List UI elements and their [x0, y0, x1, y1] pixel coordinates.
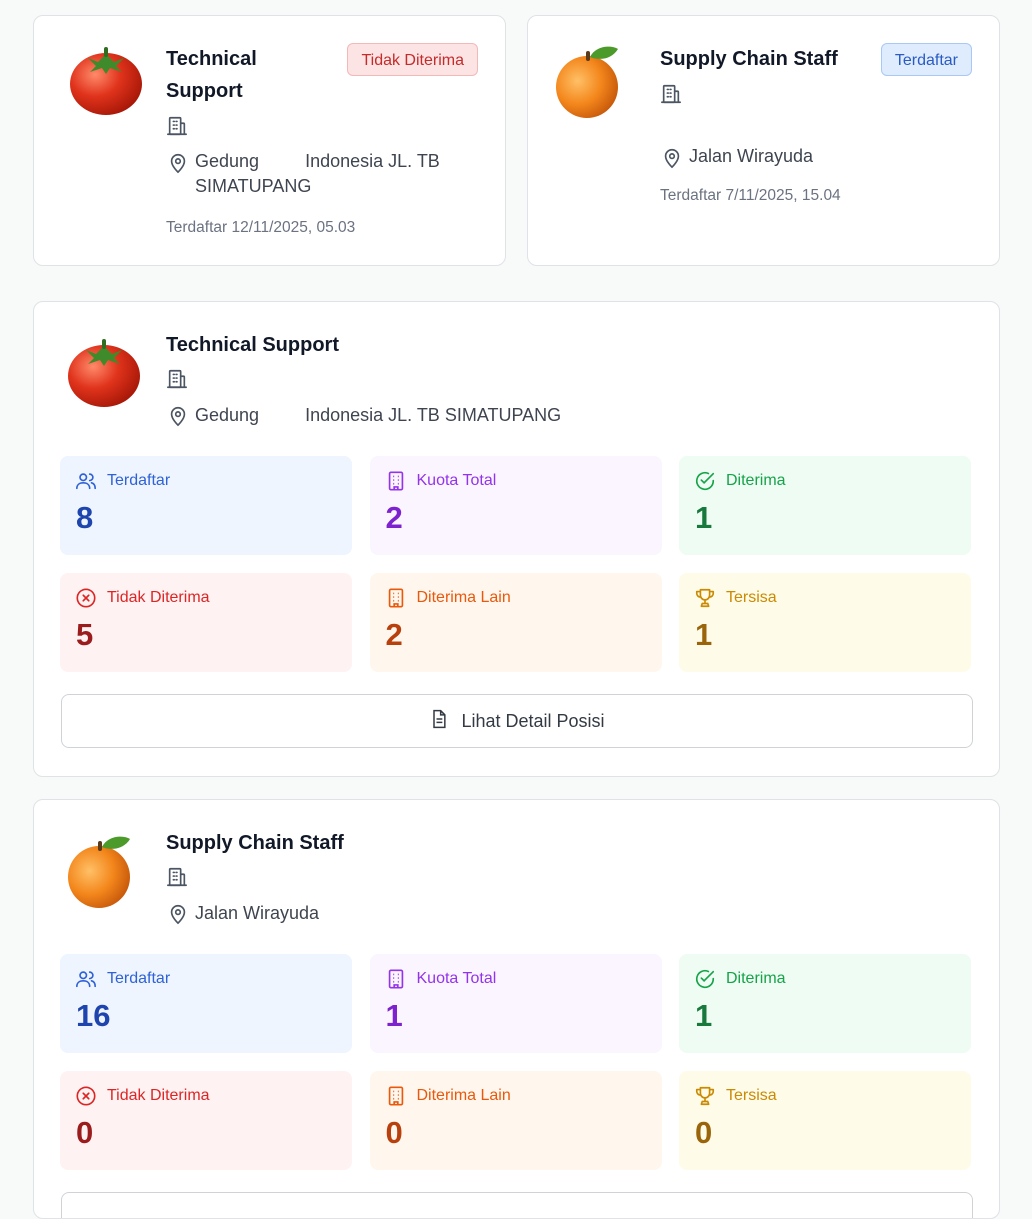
- location-text: Gedung: [195, 405, 260, 425]
- stat-label: Kuota Total: [416, 970, 497, 987]
- company-icon: [660, 83, 682, 110]
- stat-label: Terdaftar: [107, 472, 171, 489]
- detail-button[interactable]: Lihat Detail Posisi: [61, 694, 973, 748]
- stat-icon: [75, 470, 97, 497]
- stat-value: 1: [695, 998, 713, 1033]
- stat-tile: Tidak Diterima 5: [60, 573, 352, 672]
- location-text: Gedung: [195, 151, 260, 171]
- company-logo: [68, 833, 134, 914]
- stat-tile: Diterima Lain 2: [369, 573, 662, 672]
- button-label: Lihat Detail Posisi: [461, 710, 605, 731]
- stat-label: Diterima Lain: [416, 1087, 511, 1104]
- stat-tile: Tersisa 1: [679, 573, 971, 672]
- stat-tile: Kuota Total 1: [369, 954, 662, 1053]
- stat-value: 2: [385, 617, 403, 652]
- company-icon: [166, 368, 188, 395]
- stat-icon: [385, 968, 407, 995]
- stat-label: Tersisa: [726, 589, 777, 606]
- location-icon: [167, 903, 189, 930]
- stat-tile: Diterima Lain 0: [369, 1071, 662, 1170]
- stat-tile: Tidak Diterima 0: [60, 1071, 352, 1170]
- stat-icon: [75, 968, 97, 995]
- stat-value: 5: [76, 617, 94, 652]
- location: Jalan Wirayuda: [195, 901, 695, 926]
- stat-value: 16: [76, 998, 111, 1033]
- location-icon: [167, 405, 189, 432]
- stat-label: Terdaftar: [107, 970, 171, 987]
- stat-label: Kuota Total: [416, 472, 497, 489]
- location-text: Indonesia JL. TB SIMATUPANG: [305, 405, 562, 425]
- detail-button[interactable]: [61, 1192, 973, 1218]
- stat-value: 1: [385, 998, 403, 1033]
- stat-icon: [385, 1085, 407, 1112]
- registered-date: Terdaftar 7/11/2025, 15.04: [660, 187, 841, 204]
- stat-tile: Diterima 1: [679, 954, 971, 1053]
- company-icon: [166, 115, 188, 142]
- job-title: Technical Support: [166, 334, 339, 356]
- company-logo: [556, 43, 622, 124]
- job-title: Technical Support: [166, 48, 257, 102]
- stat-icon: [694, 470, 716, 497]
- stat-label: Diterima Lain: [416, 589, 511, 606]
- location-icon: [661, 147, 683, 174]
- stat-value: 1: [695, 500, 713, 535]
- stat-icon: [694, 968, 716, 995]
- stat-icon: [694, 1085, 716, 1112]
- stat-label: Tidak Diterima: [107, 589, 210, 606]
- status-badge: Tidak Diterima: [347, 43, 478, 76]
- button-icon: [429, 708, 449, 735]
- stat-value: 0: [385, 1115, 403, 1150]
- location-text: Indonesia JL. TB SIMATUPANG: [195, 151, 440, 196]
- company-icon: [166, 866, 188, 893]
- stat-tile: Terdaftar 8: [60, 456, 352, 555]
- stat-tile: Kuota Total 2: [369, 456, 662, 555]
- location: Gedung Indonesia JL. TB SIMATUPANG: [195, 149, 465, 199]
- position-card: Technical Support Gedung Indonesia JL. TB …: [33, 301, 1000, 777]
- stat-tile: Diterima 1: [679, 456, 971, 555]
- location: Gedung Indonesia JL. TB SIMATUPANG: [195, 403, 695, 428]
- job-title: Supply Chain Staff: [660, 48, 838, 70]
- stat-value: 1: [695, 617, 713, 652]
- stat-icon: [385, 470, 407, 497]
- stat-value: 2: [385, 500, 403, 535]
- stat-value: 8: [76, 500, 94, 535]
- location: Jalan Wirayuda: [689, 144, 959, 169]
- registered-date: Terdaftar 12/11/2025, 05.03: [166, 219, 356, 236]
- location-icon: [167, 152, 189, 179]
- stat-icon: [75, 587, 97, 614]
- stat-icon: [75, 1085, 97, 1112]
- stat-tile: Tersisa 0: [679, 1071, 971, 1170]
- stat-value: 0: [695, 1115, 713, 1150]
- stat-label: Tersisa: [726, 1087, 777, 1104]
- application-card: Supply Chain Staff Terdaftar Jalan Wirayud…: [527, 15, 1000, 266]
- stat-label: Tidak Diterima: [107, 1087, 210, 1104]
- stat-tile: Terdaftar 16: [60, 954, 352, 1053]
- company-logo: [68, 44, 144, 121]
- stat-icon: [694, 587, 716, 614]
- stat-label: Diterima: [726, 970, 786, 987]
- location-text: Jalan Wirayuda: [689, 146, 814, 166]
- stat-label: Diterima: [726, 472, 786, 489]
- stat-value: 0: [76, 1115, 94, 1150]
- location-text: Jalan Wirayuda: [195, 903, 320, 923]
- job-title: Supply Chain Staff: [166, 832, 344, 854]
- position-card: Supply Chain Staff Jalan Wirayuda Terdafta…: [33, 799, 1000, 1219]
- company-logo: [66, 336, 142, 413]
- stat-icon: [385, 587, 407, 614]
- application-card: Technical Support Tidak Diterima Gedung Ind…: [33, 15, 506, 266]
- status-badge: Terdaftar: [880, 43, 972, 76]
